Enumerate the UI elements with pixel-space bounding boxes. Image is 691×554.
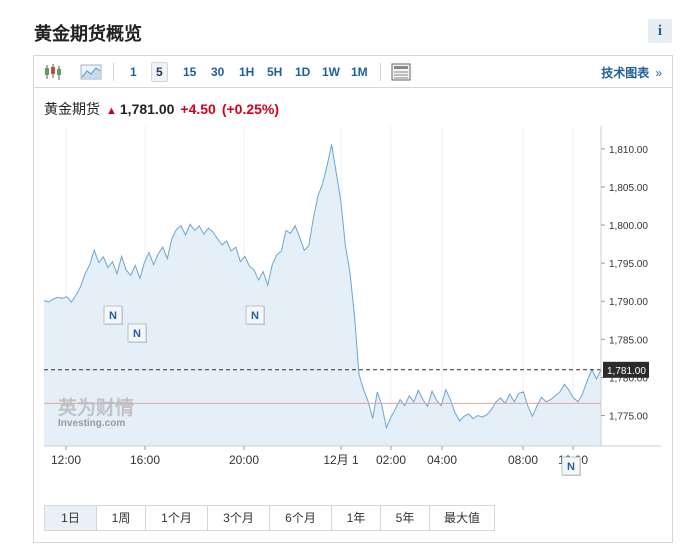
- y-tick-label: 1,800.00: [609, 221, 648, 232]
- x-tick-label: 08:00: [508, 453, 538, 467]
- news-marker-label: N: [109, 310, 117, 322]
- interval-1m[interactable]: 1M: [351, 65, 368, 79]
- range-1d[interactable]: 1日: [45, 506, 97, 530]
- interval-5min[interactable]: 5: [151, 62, 168, 82]
- price-area: [44, 144, 601, 447]
- quote-header: 黄金期货 ▲ 1,781.00 +4.50 (+0.25%): [44, 99, 279, 119]
- y-tick-label: 1,790.00: [609, 297, 648, 308]
- page-title: 黄金期货概览: [34, 24, 142, 44]
- up-arrow-icon: ▲: [106, 105, 117, 117]
- advanced-chart-link[interactable]: 技术图表 »: [601, 64, 662, 81]
- instrument-name: 黄金期货: [44, 101, 100, 117]
- price-line: [43, 144, 602, 430]
- toolbar-divider: [113, 63, 114, 81]
- watermark-logo-en: Investing.com: [58, 418, 125, 429]
- y-tick-label: 1,775.00: [609, 412, 648, 423]
- x-tick-label: 16:00: [130, 453, 160, 467]
- news-marker-label: N: [567, 461, 575, 473]
- last-price-tag: [603, 361, 649, 378]
- candlestick-icon[interactable]: [42, 62, 64, 82]
- price-chart[interactable]: 1,810.00 1,805.00 1,800.00 1,795.00 1,790.00…: [34, 126, 672, 496]
- price-chart-svg[interactable]: 1,810.00 1,805.00 1,800.00 1,795.00 1,790.00…: [34, 126, 672, 496]
- y-tick-label: 1,785.00: [609, 335, 648, 346]
- range-1m[interactable]: 1个月: [146, 506, 208, 530]
- interval-15min[interactable]: 15: [183, 65, 197, 79]
- news-marker-label: N: [133, 328, 141, 340]
- news-marker: [103, 305, 123, 325]
- watermark-logo-cn: 英为财情: [58, 396, 134, 419]
- interval-5h[interactable]: 5H: [267, 65, 283, 79]
- toolbar-divider: [380, 63, 381, 81]
- last-price: 1,781.00: [119, 101, 175, 117]
- price-change: +4.50: [180, 101, 216, 117]
- interval-1w[interactable]: 1W: [322, 65, 340, 79]
- area-chart-icon[interactable]: [80, 62, 102, 82]
- x-tick-label: 12:00: [51, 453, 81, 467]
- chart-panel: 1 5 15 30 1H 5H 1D 1W 1M 技术图表» 黄金期货 ▲ 1,78…: [33, 55, 673, 543]
- x-tick-label: 20:00: [229, 453, 259, 467]
- last-price-tag-label: 1,781.00: [607, 366, 646, 377]
- time-range-selector: 1日 1周 1个月 3个月 6个月 1年 5年 最大值: [44, 505, 495, 531]
- x-tick-label: 04:00: [427, 453, 457, 467]
- x-tick-label: 02:00: [376, 453, 406, 467]
- news-marker: [127, 323, 147, 343]
- range-1w[interactable]: 1周: [97, 506, 146, 530]
- table-view-icon[interactable]: [390, 62, 412, 82]
- y-tick-label: 1,780.00: [609, 373, 648, 384]
- y-tick-label: 1,795.00: [609, 259, 648, 270]
- range-max[interactable]: 最大值: [430, 506, 494, 530]
- interval-1h[interactable]: 1H: [239, 65, 255, 79]
- news-marker: [561, 456, 581, 476]
- price-change-percent: (+0.25%): [221, 101, 280, 117]
- interval-30min[interactable]: 30: [211, 65, 225, 79]
- x-tick-label: 12月 1: [323, 453, 359, 467]
- range-1y[interactable]: 1年: [332, 506, 381, 530]
- interval-1d[interactable]: 1D: [295, 65, 311, 79]
- news-marker: [245, 305, 265, 325]
- range-3m[interactable]: 3个月: [208, 506, 270, 530]
- double-chevron-right-icon: »: [655, 66, 662, 80]
- chart-toolbar: 1 5 15 30 1H 5H 1D 1W 1M 技术图表 »: [34, 56, 672, 88]
- info-button[interactable]: i: [648, 19, 672, 43]
- range-5y[interactable]: 5年: [381, 506, 430, 530]
- y-tick-label: 1,805.00: [609, 183, 648, 194]
- y-tick-label: 1,810.00: [609, 145, 648, 156]
- news-marker-label: N: [251, 310, 259, 322]
- advanced-chart-label: 技术图表: [601, 66, 650, 80]
- interval-1min[interactable]: 1: [130, 65, 137, 79]
- range-6m[interactable]: 6个月: [270, 506, 332, 530]
